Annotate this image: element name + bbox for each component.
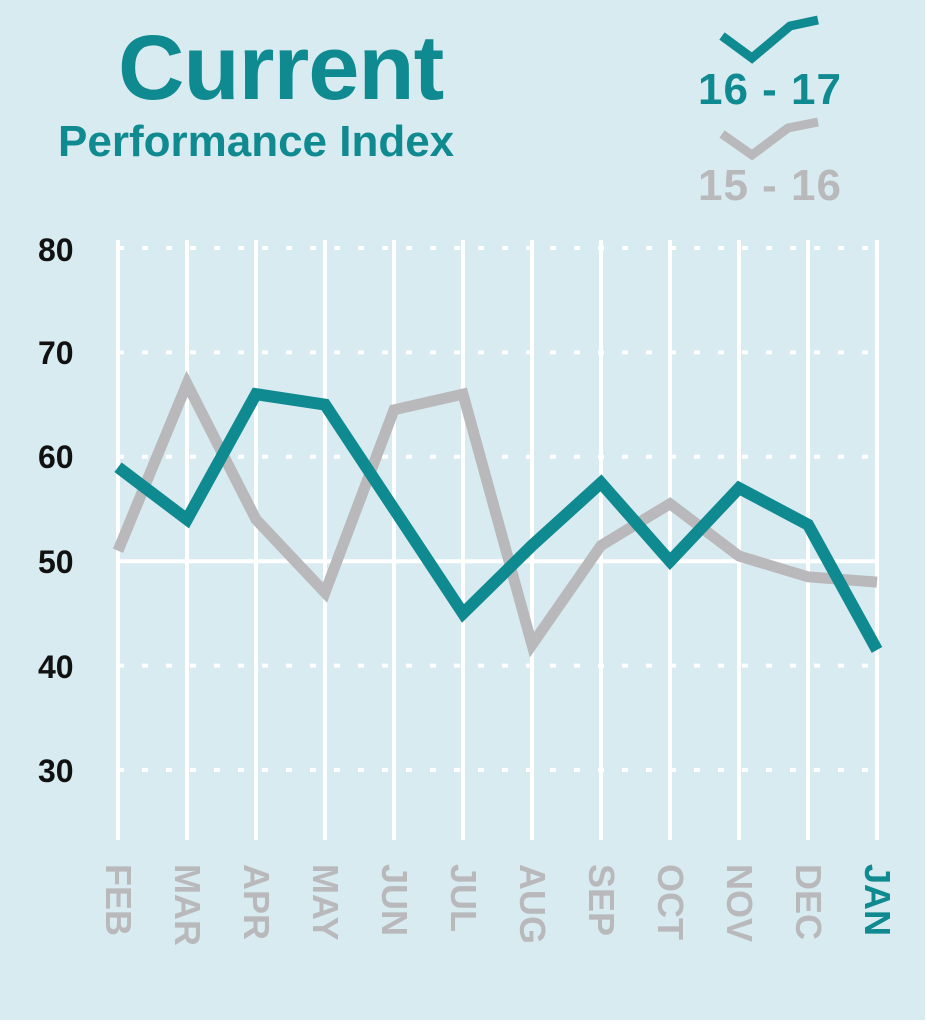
series-line-2	[112, 370, 878, 658]
x-tick-label-mar: MAR	[167, 864, 208, 946]
legend-label-series-2: 15 - 16	[698, 161, 842, 210]
chart-subtitle: Performance Index	[58, 117, 455, 166]
y-tick-label: 40	[38, 649, 74, 685]
x-tick-label-feb: FEB	[98, 864, 139, 936]
y-tick-label: 60	[38, 439, 74, 475]
legend-swatch-series-2	[719, 117, 819, 161]
x-tick-label-jul: JUL	[443, 864, 484, 933]
x-tick-label-jan: JAN	[857, 864, 898, 937]
y-tick-label: 50	[38, 544, 74, 580]
x-tick-label-aug: AUG	[512, 864, 553, 944]
y-tick-label: 70	[38, 335, 74, 371]
x-tick-label-sep: SEP	[581, 864, 622, 937]
legend-label-series-1: 16 - 17	[698, 65, 842, 114]
x-tick-label-nov: NOV	[719, 864, 760, 943]
x-tick-label-jun: JUN	[374, 864, 415, 937]
x-tick-label-oct: OCT	[650, 864, 691, 940]
y-tick-label: 30	[38, 753, 74, 789]
y-tick-label: 80	[38, 232, 74, 268]
chart-title: Current	[118, 17, 444, 119]
legend-swatch-series-1	[719, 15, 819, 64]
x-tick-label-dec: DEC	[788, 864, 829, 941]
x-tick-label-may: MAY	[305, 864, 346, 941]
series-line-1	[114, 387, 883, 653]
x-tick-label-apr: APR	[236, 864, 277, 941]
